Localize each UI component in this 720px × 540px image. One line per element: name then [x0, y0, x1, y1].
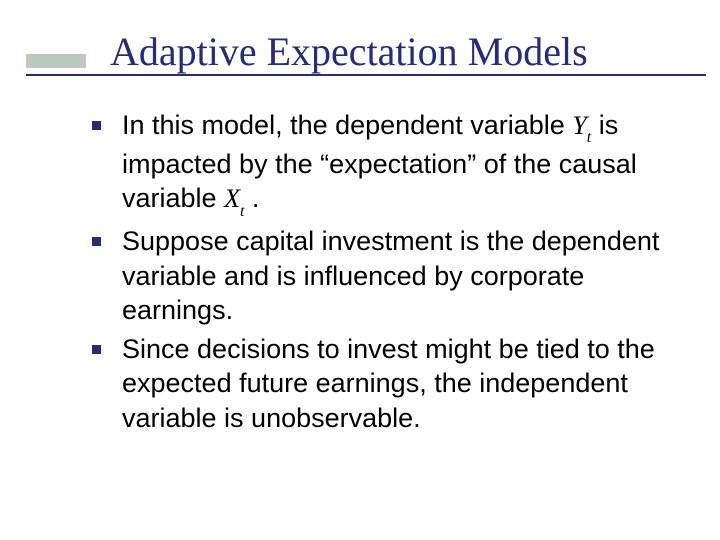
slide-title: Adaptive Expectation Models: [110, 28, 588, 75]
bullet-text: Suppose capital investment is the depend…: [122, 226, 659, 325]
bullet-item: Suppose capital investment is the depend…: [92, 224, 692, 328]
bullet-text: Since decisions to invest might be tied …: [122, 334, 655, 433]
square-bullet-icon: [92, 121, 101, 130]
math-variable: X: [224, 184, 240, 213]
bullet-item: In this model, the dependent variable Yt…: [92, 108, 692, 220]
square-bullet-icon: [92, 237, 101, 246]
bullet-list: In this model, the dependent variable Yt…: [92, 108, 692, 440]
math-variable: Y: [572, 111, 586, 140]
bullet-text: .: [244, 183, 259, 213]
square-bullet-icon: [92, 345, 101, 354]
bullet-item: Since decisions to invest might be tied …: [92, 332, 692, 436]
bullet-text: In this model, the dependent variable: [122, 110, 572, 140]
math-subscript: t: [587, 129, 591, 146]
math-subscript: t: [240, 203, 244, 220]
accent-bar: [26, 54, 86, 68]
